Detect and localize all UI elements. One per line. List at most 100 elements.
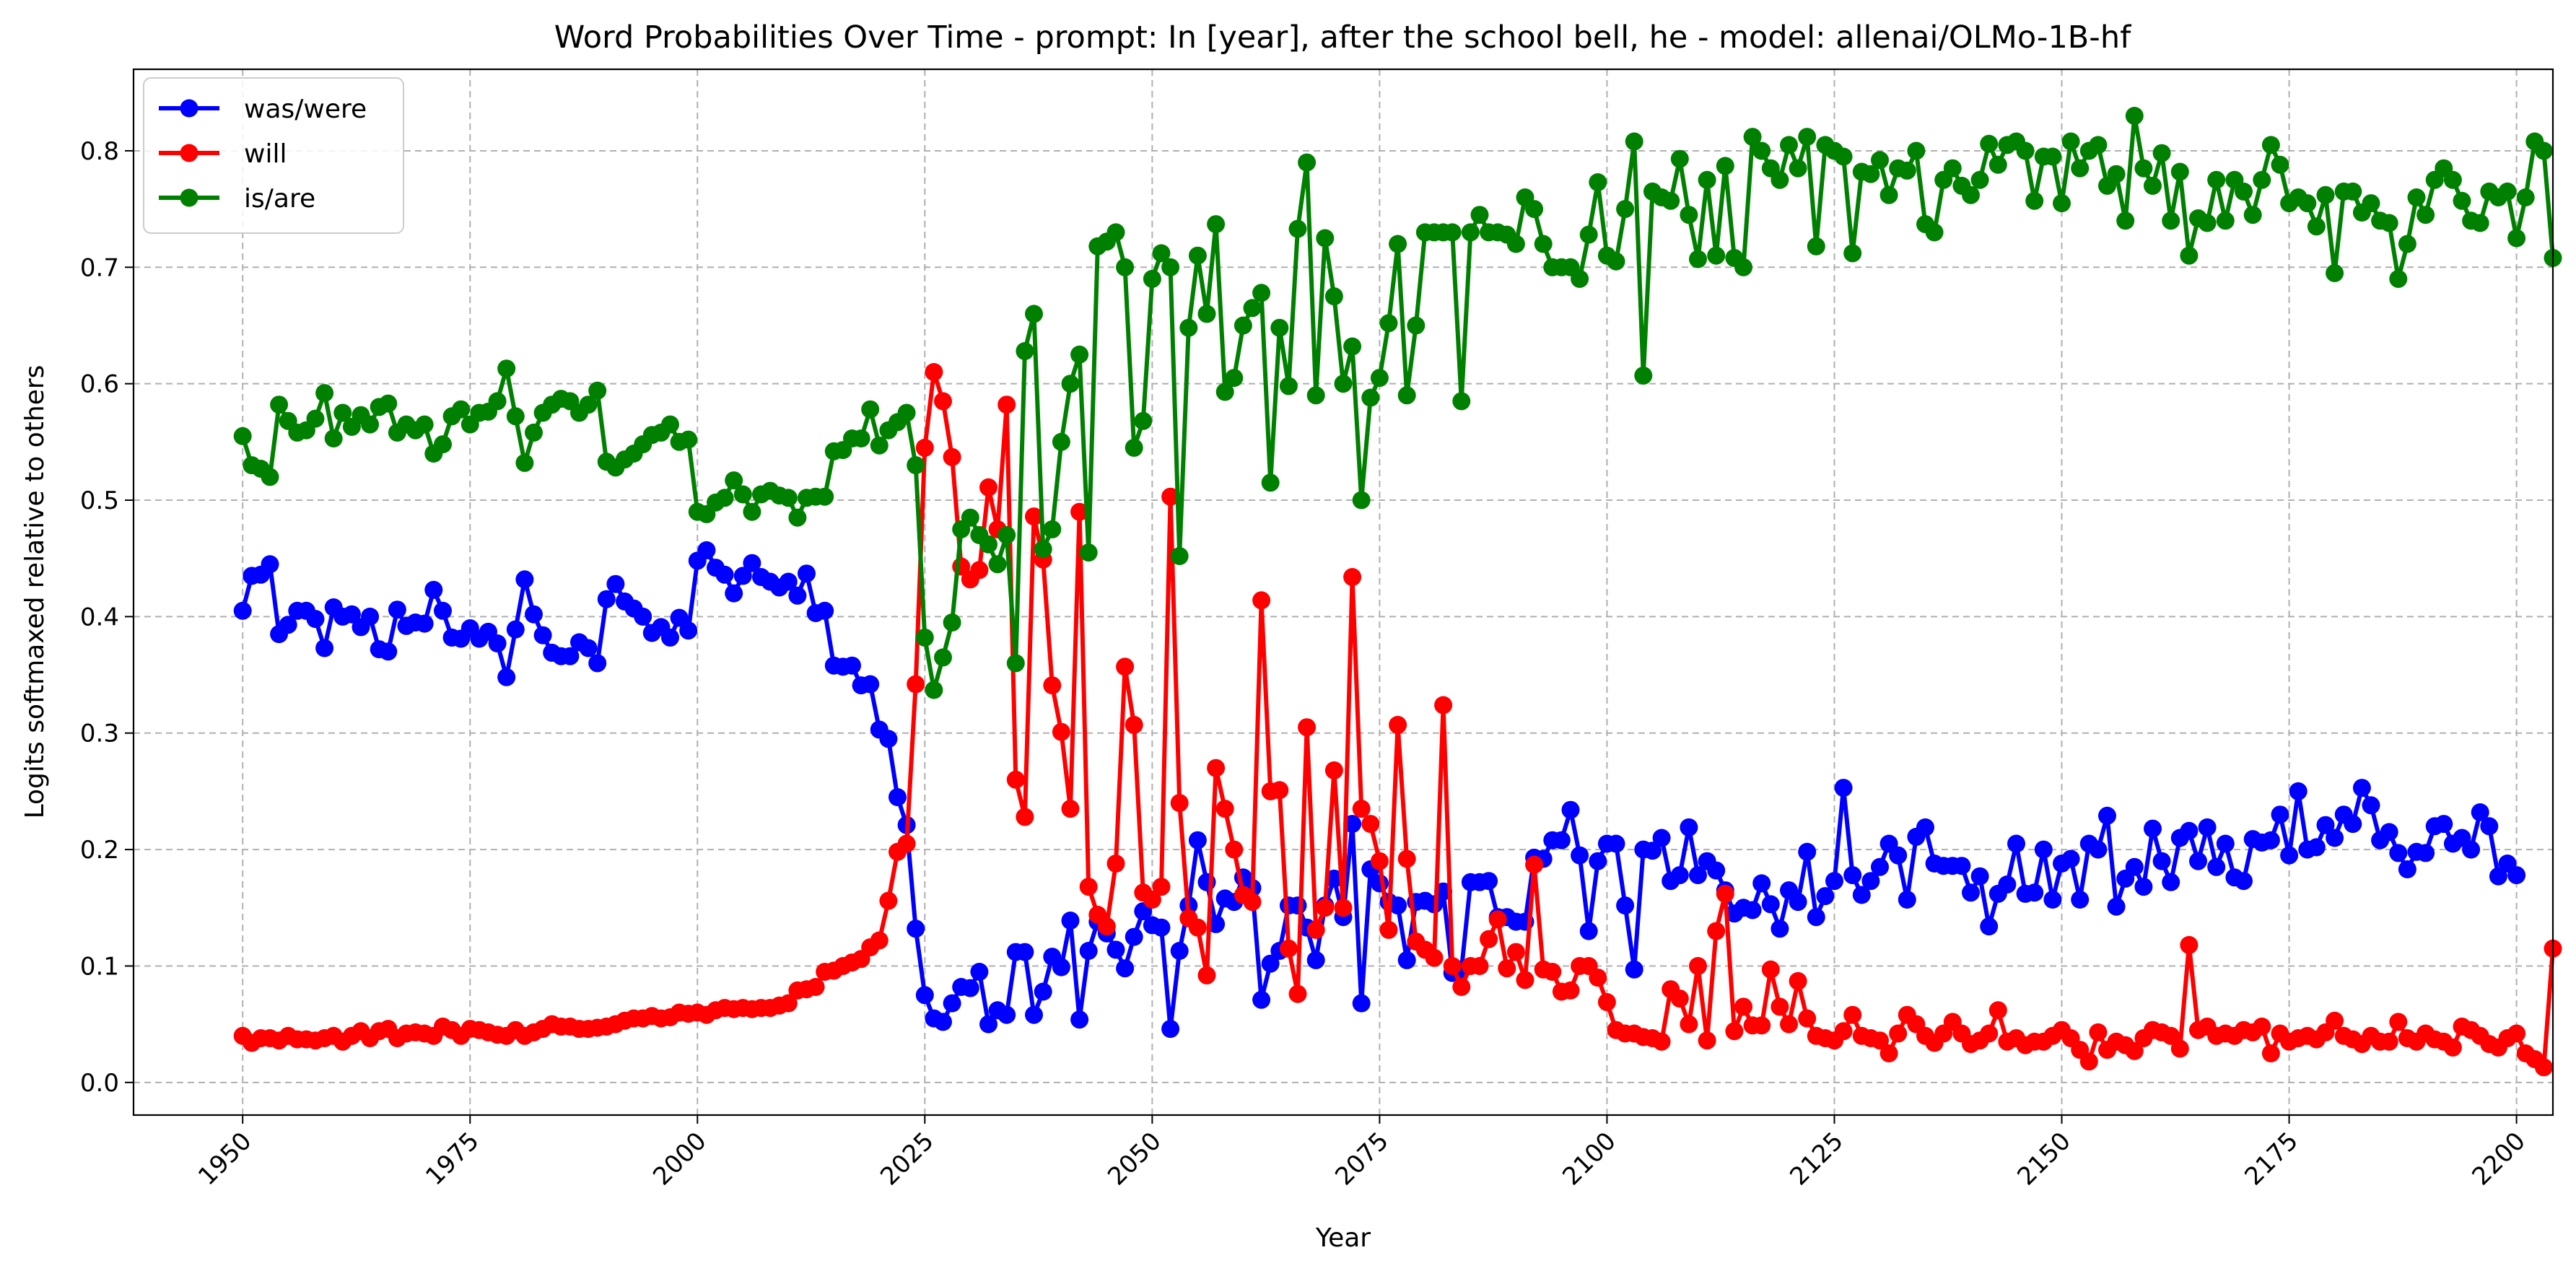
data-point [515,453,534,472]
data-point [779,572,798,591]
data-point [1252,284,1271,302]
data-point [2261,831,2280,849]
data-point [1116,657,1135,676]
data-point [1879,1044,1898,1062]
data-point [324,429,343,447]
data-point [1816,887,1835,906]
data-point [1607,252,1625,271]
series-layer [233,107,2562,1077]
data-point [634,607,652,626]
data-point [1861,165,1880,183]
data-point [1871,151,1889,170]
data-point [1379,314,1398,333]
data-point [1589,852,1607,870]
data-point [2352,779,2371,798]
data-point [1170,942,1189,960]
data-point [261,555,279,574]
data-point [2326,829,2344,847]
data-point [434,601,452,620]
data-point [861,675,880,694]
data-point [907,919,925,938]
data-point [2471,214,2489,232]
data-point [1043,676,1062,695]
data-point [415,415,434,434]
data-point [1134,411,1153,430]
data-point [1506,943,1525,961]
data-point [852,429,870,447]
data-point [1352,800,1371,818]
data-point [1279,377,1298,396]
y-tick-label: 0.3 [80,720,119,748]
data-point [1334,375,1353,393]
data-point [488,392,507,411]
data-point [2061,849,2080,868]
data-point [2380,823,2398,842]
data-point [1125,438,1143,457]
data-point [1316,899,1335,917]
data-point [1261,954,1280,973]
data-point [1097,917,1116,936]
data-point [1680,1015,1698,1034]
data-point [2389,1013,2408,1031]
data-point [861,400,880,419]
data-point [1752,874,1771,893]
data-point [1789,893,1807,912]
data-point [1980,134,1999,153]
data-point [2235,182,2253,201]
data-point [1879,185,1898,204]
data-point [1070,502,1089,521]
data-point [379,642,398,661]
data-point [1152,918,1171,937]
data-point [1643,842,1662,860]
data-point [1389,235,1407,253]
data-point [1234,316,1252,335]
data-point [925,681,943,699]
data-point [2280,846,2299,865]
data-point [1106,940,1125,959]
data-point [1670,989,1689,1008]
data-point [434,435,452,454]
data-point [533,626,552,644]
data-point [1607,834,1625,853]
data-point [2089,1023,2108,1041]
legend-swatch-marker [180,144,198,162]
series-2 [233,107,2562,699]
data-point [1825,872,1843,891]
data-point [2326,1011,2344,1030]
data-point [2298,194,2317,213]
data-point [2071,159,2090,178]
data-point [1079,543,1098,562]
data-point [1670,149,1689,168]
data-point [2380,1032,2398,1051]
data-point [1670,866,1689,885]
data-point [1780,136,1798,154]
data-point [2462,840,2481,859]
data-point [1707,246,1726,265]
data-point [1452,978,1471,996]
data-point [1743,128,1762,147]
data-point [2116,211,2135,230]
data-point [670,608,689,627]
data-point [743,502,761,521]
data-point [1152,244,1171,263]
data-point [2316,816,2335,834]
data-point [1397,951,1416,969]
data-point [661,628,679,647]
data-point [588,381,607,400]
data-point [1252,591,1271,610]
data-point [2471,803,2489,821]
data-point [1988,1001,2007,1020]
data-point [2125,857,2144,876]
data-point [1361,815,1380,834]
data-point [1807,237,1825,255]
data-point [1016,943,1034,961]
data-point [1052,958,1070,976]
data-point [2189,852,2207,870]
data-point [588,654,607,673]
data-point [870,931,888,950]
data-point [1270,781,1289,800]
data-point [1161,487,1180,506]
data-point [1543,963,1562,981]
data-point [979,535,997,554]
data-point [279,616,297,634]
